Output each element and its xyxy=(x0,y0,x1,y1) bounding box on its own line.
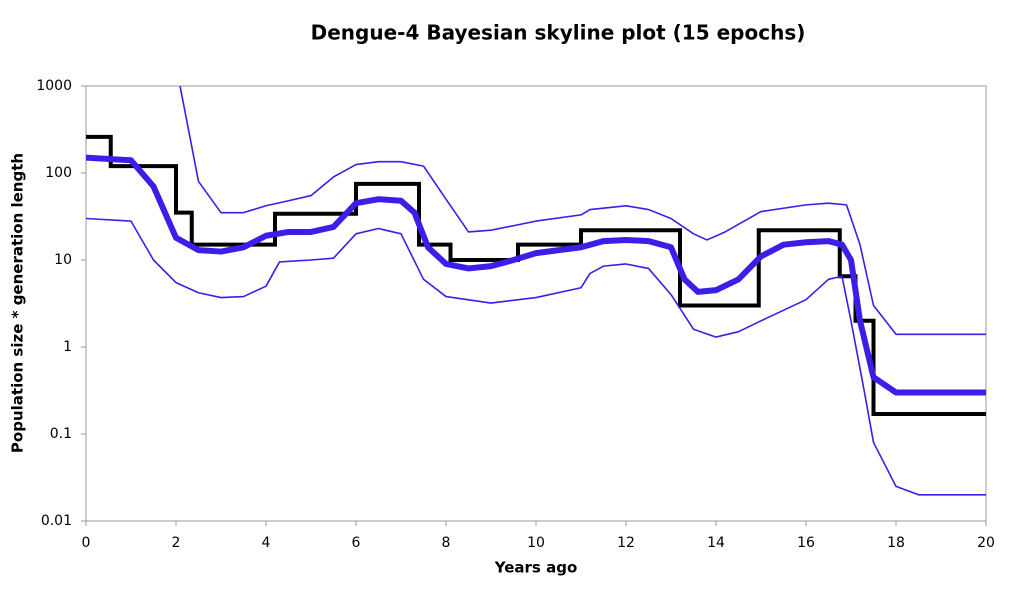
plot-area xyxy=(85,85,987,522)
x-tick-label: 20 xyxy=(977,535,995,551)
x-tick-label: 12 xyxy=(617,535,635,551)
series-line xyxy=(179,86,986,336)
x-tick-label: 10 xyxy=(527,535,545,551)
chart-title: Dengue-4 Bayesian skyline plot (15 epoch… xyxy=(311,21,806,45)
x-tick-label: 16 xyxy=(797,535,815,551)
x-tick-label: 14 xyxy=(707,535,725,551)
x-tick-label: 0 xyxy=(82,535,91,551)
series-line xyxy=(86,217,986,496)
series-line xyxy=(86,154,986,396)
x-tick-label: 6 xyxy=(352,535,361,551)
x-tick-label: 2 xyxy=(172,535,181,551)
y-tick-label: 0.01 xyxy=(41,513,72,529)
x-tick-label: 4 xyxy=(262,535,271,551)
y-tick-label: 0.1 xyxy=(50,426,72,442)
y-axis-title: Population size * generation length xyxy=(9,153,27,453)
x-tick-label: 18 xyxy=(887,535,905,551)
x-axis-title: Years ago xyxy=(494,559,578,577)
x-tick-label: 8 xyxy=(442,535,451,551)
y-tick-label: 1 xyxy=(63,339,72,355)
y-tick-label: 1000 xyxy=(36,78,72,94)
y-tick-label: 100 xyxy=(45,165,72,181)
y-tick-label: 10 xyxy=(54,252,72,268)
